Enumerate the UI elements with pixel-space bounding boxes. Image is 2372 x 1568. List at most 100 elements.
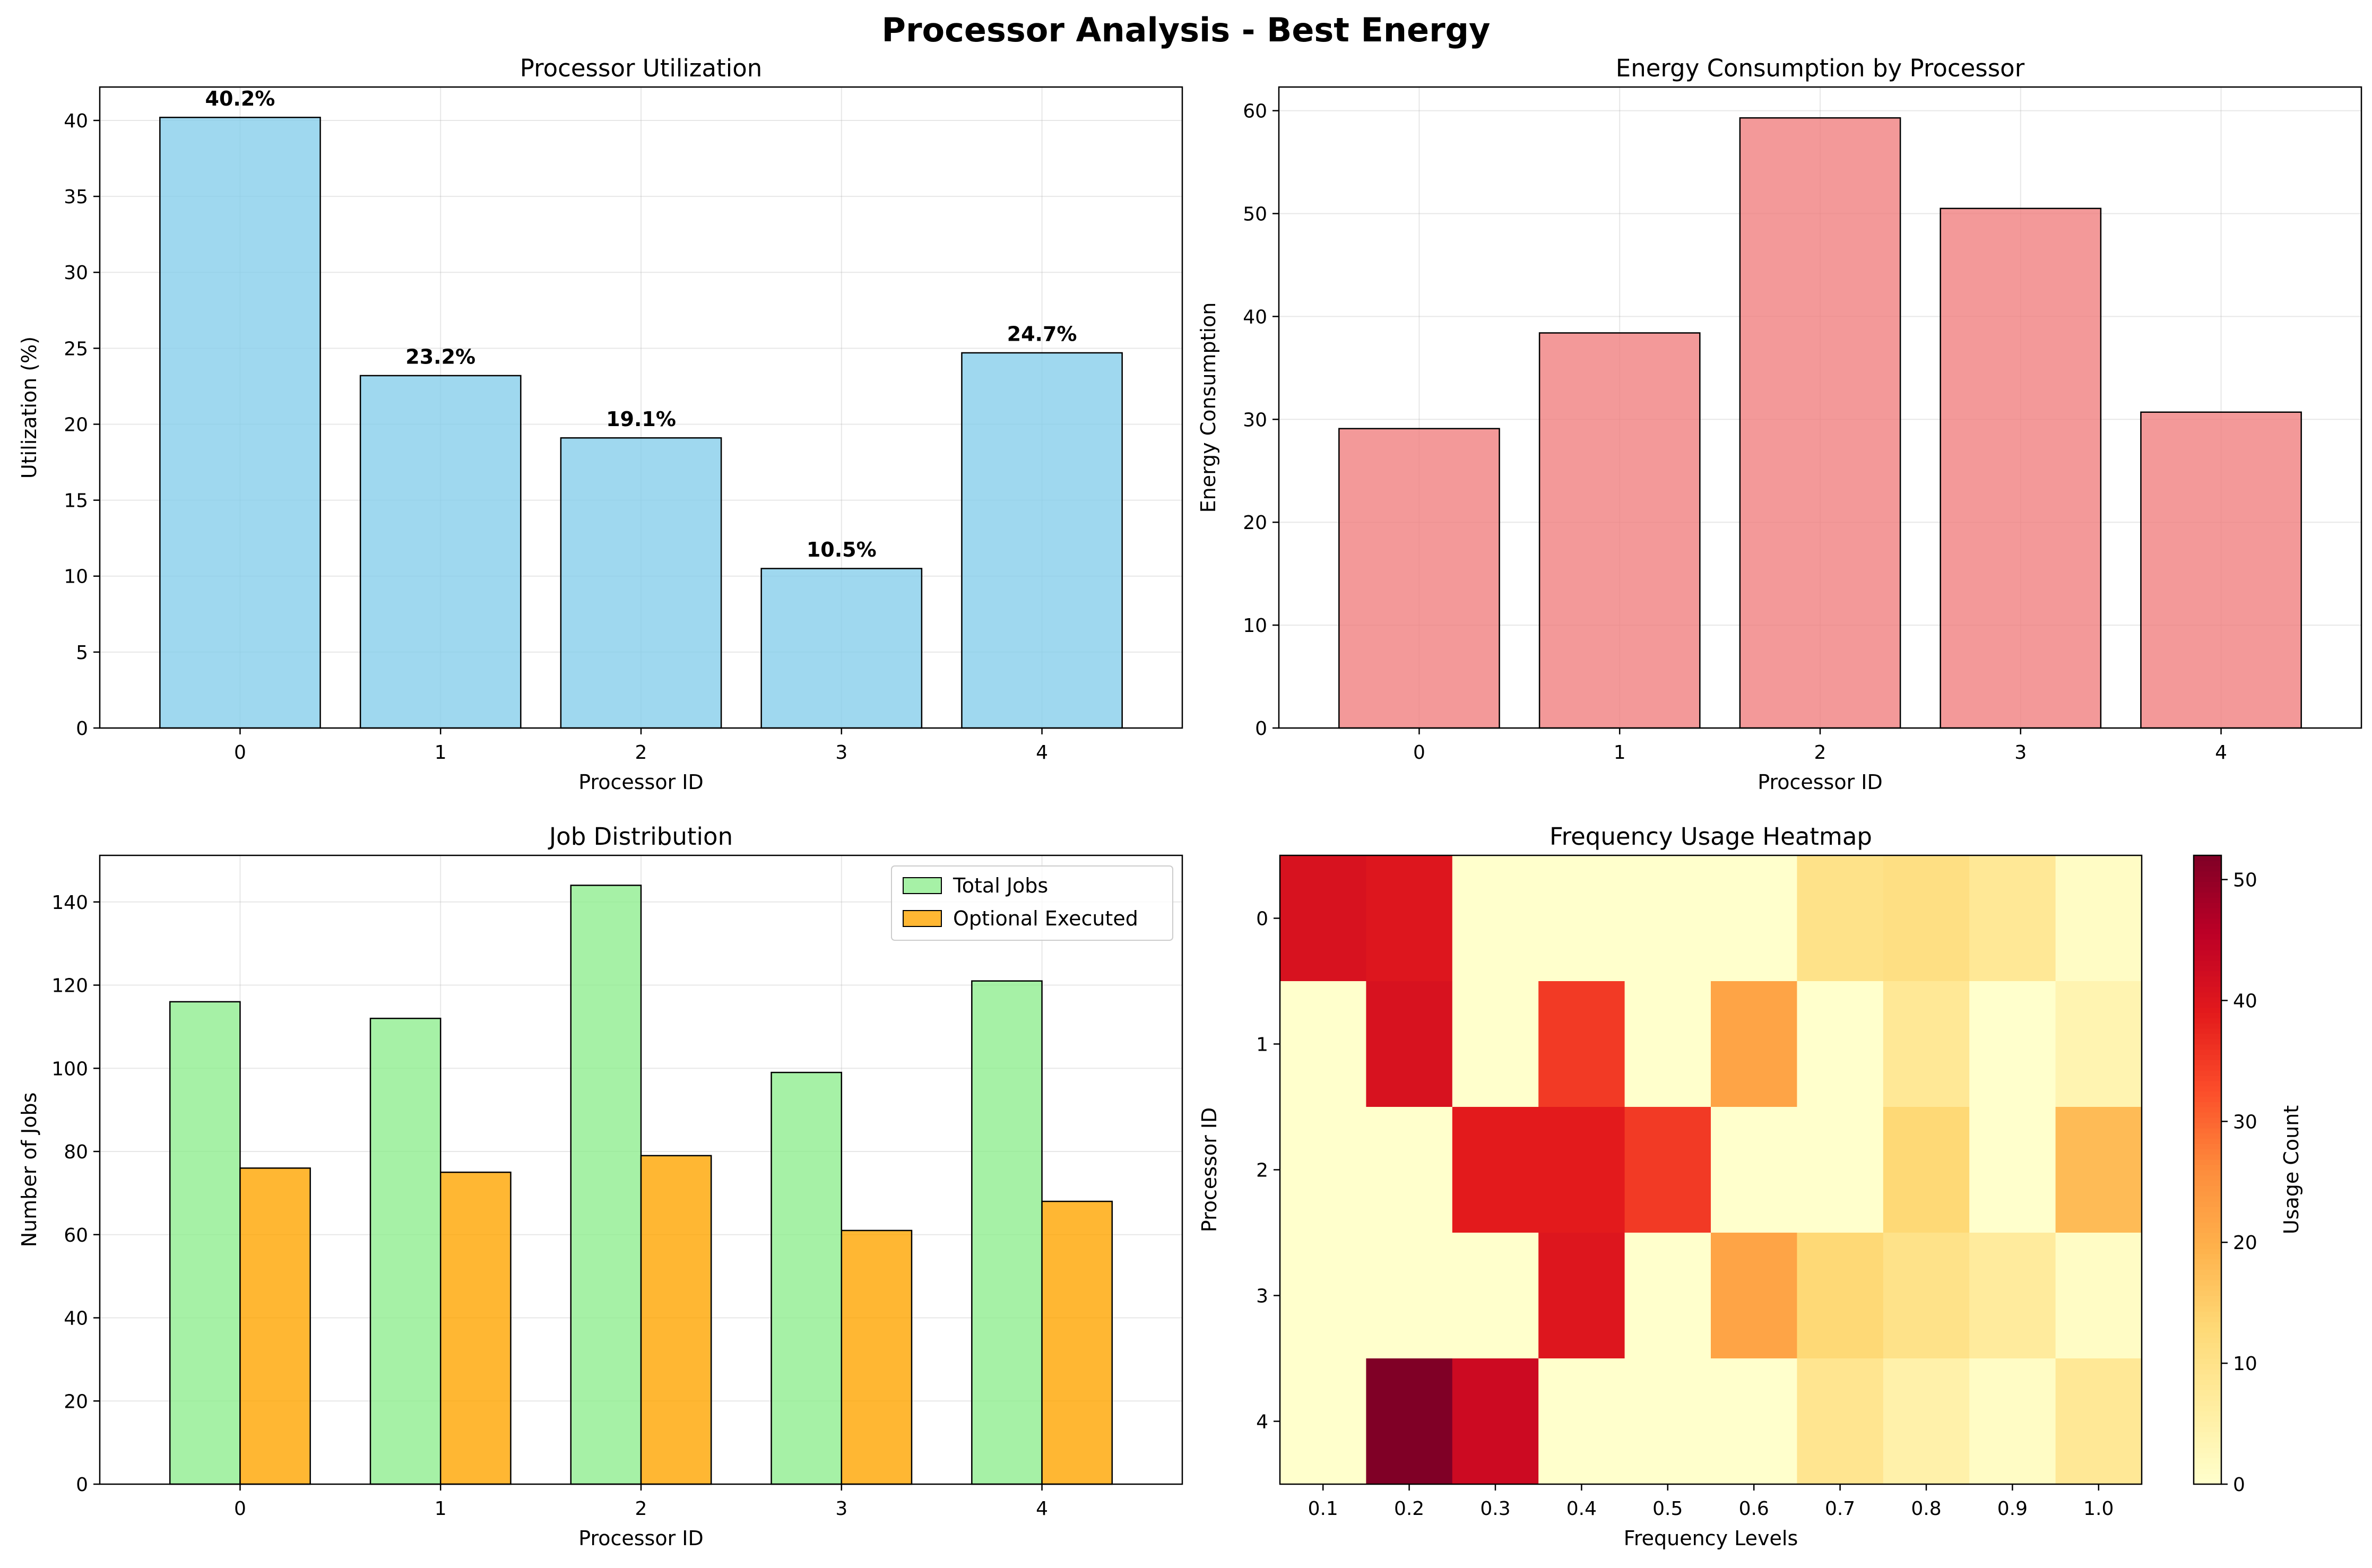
x-tick-label: 4 xyxy=(1036,742,1048,764)
y-tick-label: 140 xyxy=(51,892,88,914)
heatmap-cell xyxy=(1883,855,1970,982)
colorbar-segment xyxy=(2194,1342,2221,1349)
colorbar-segment xyxy=(2194,1196,2221,1202)
bar xyxy=(159,117,321,729)
bar-total-jobs xyxy=(771,1071,843,1485)
colorbar-segment xyxy=(2194,1086,2221,1092)
colorbar-segment xyxy=(2194,991,2221,998)
colorbar-segment xyxy=(2194,1416,2221,1422)
colorbar-segment xyxy=(2194,1201,2221,1207)
colorbar-segment xyxy=(2194,1033,2221,1039)
colorbar-segment xyxy=(2194,1007,2221,1013)
bar xyxy=(1538,332,1701,729)
chart-title: Energy Consumption by Processor xyxy=(1616,54,2025,82)
colorbar-segment xyxy=(2194,1164,2221,1171)
colorbar-segment xyxy=(2194,1348,2221,1354)
heatmap-cell xyxy=(1883,1358,1970,1485)
y-tick-label: 5 xyxy=(76,642,88,664)
heatmap-cell xyxy=(1280,855,1366,982)
heatmap-cell xyxy=(1624,855,1711,982)
colorbar-segment xyxy=(2194,871,2221,877)
colorbar-segment xyxy=(2194,1143,2221,1149)
colorbar-segment xyxy=(2194,1028,2221,1034)
y-tick-label: 60 xyxy=(1243,101,1267,123)
heatmap-cell xyxy=(1366,1358,1453,1485)
colorbar-segment xyxy=(2194,1332,2221,1338)
heatmap-cell xyxy=(1538,1107,1625,1233)
colorbar-segment xyxy=(2194,986,2221,992)
y-tick-label: 25 xyxy=(64,338,88,360)
colorbar-segment xyxy=(2194,1275,2221,1280)
colorbar-segment xyxy=(2194,1395,2221,1401)
x-tick-label: 4 xyxy=(1036,1498,1048,1520)
y-tick-label: 2 xyxy=(1256,1160,1268,1182)
y-axis-label: Processor ID xyxy=(1198,1107,1221,1233)
colorbar-segment xyxy=(2194,1243,2221,1249)
colorbar-segment xyxy=(2194,1479,2221,1485)
y-tick-label: 10 xyxy=(1243,615,1267,637)
colorbar-segment xyxy=(2194,1410,2221,1417)
x-tick-label: 0.2 xyxy=(1394,1498,1424,1520)
y-tick-label: 40 xyxy=(1243,306,1267,328)
heatmap-cell xyxy=(1711,855,1797,982)
colorbar-segment xyxy=(2194,1327,2221,1333)
y-tick-label: 20 xyxy=(1243,512,1267,534)
colorbar-segment xyxy=(2194,1259,2221,1265)
colorbar-segment xyxy=(2194,865,2221,872)
x-tick-label: 0.8 xyxy=(1911,1498,1941,1520)
colorbar-segment xyxy=(2194,1012,2221,1018)
colorbar-segment xyxy=(2194,1363,2221,1370)
y-tick-label: 10 xyxy=(64,566,88,588)
bar xyxy=(560,437,722,729)
bar-data-label: 24.7% xyxy=(1007,323,1077,346)
colorbar-segment xyxy=(2194,902,2221,908)
y-tick-label: 60 xyxy=(64,1225,88,1246)
y-tick-label: 40 xyxy=(64,1308,88,1330)
colorbar-segment xyxy=(2194,1379,2221,1385)
heatmap-cell xyxy=(1538,981,1625,1107)
colorbar: 0 10 20 30 40 50 Usage Count xyxy=(2193,854,2303,1496)
heatmap-cell xyxy=(1366,855,1453,982)
y-tick-label: 100 xyxy=(51,1058,88,1080)
colorbar-segment xyxy=(2194,1463,2221,1469)
colorbar-segment xyxy=(2194,1295,2221,1302)
y-tick-label: 35 xyxy=(64,186,88,208)
colorbar-segment xyxy=(2194,1264,2221,1270)
colorbar-segment xyxy=(2194,981,2221,987)
y-tick-label: 0 xyxy=(1255,718,1267,740)
bar-optional-executed xyxy=(841,1229,913,1485)
x-tick-label: 1.0 xyxy=(2083,1498,2114,1520)
legend-entry: Total Jobs xyxy=(953,874,1048,897)
colorbar-segment xyxy=(2194,960,2221,966)
colorbar-segment xyxy=(2194,997,2221,1003)
colorbar-segment xyxy=(2194,1206,2221,1212)
bar-total-jobs xyxy=(570,885,642,1485)
heatmap-cell xyxy=(1883,1107,1970,1233)
heatmap-cell xyxy=(1452,1358,1539,1485)
y-tick-label: 80 xyxy=(64,1141,88,1163)
x-tick-label: 0 xyxy=(1413,742,1425,764)
colorbar-segment xyxy=(2194,1253,2221,1260)
bar-total-jobs xyxy=(971,980,1043,1485)
colorbar-segment xyxy=(2194,1185,2221,1191)
colorbar-segment xyxy=(2194,1191,2221,1197)
colorbar-segment xyxy=(2194,949,2221,956)
colorbar-tick-label: 10 xyxy=(2233,1353,2257,1375)
chart-title: Job Distribution xyxy=(548,822,733,851)
bar-total-jobs xyxy=(169,1001,241,1485)
colorbar-segment xyxy=(2194,1112,2221,1118)
x-tick-label: 0.1 xyxy=(1308,1498,1338,1520)
colorbar-segment xyxy=(2194,1180,2221,1186)
chart-title: Frequency Usage Heatmap xyxy=(1549,822,1872,851)
bar-data-label: 23.2% xyxy=(405,345,475,369)
colorbar-segment xyxy=(2194,1426,2221,1433)
bar xyxy=(1338,428,1500,729)
colorbar-segment xyxy=(2194,1358,2221,1364)
x-tick-label: 1 xyxy=(1614,742,1626,764)
heatmap-cell xyxy=(1280,1107,1366,1233)
heatmap-cell xyxy=(1797,1233,1884,1359)
colorbar-segment xyxy=(2194,1044,2221,1050)
colorbar-segment xyxy=(2194,1306,2221,1312)
colorbar-segment xyxy=(2194,1211,2221,1218)
